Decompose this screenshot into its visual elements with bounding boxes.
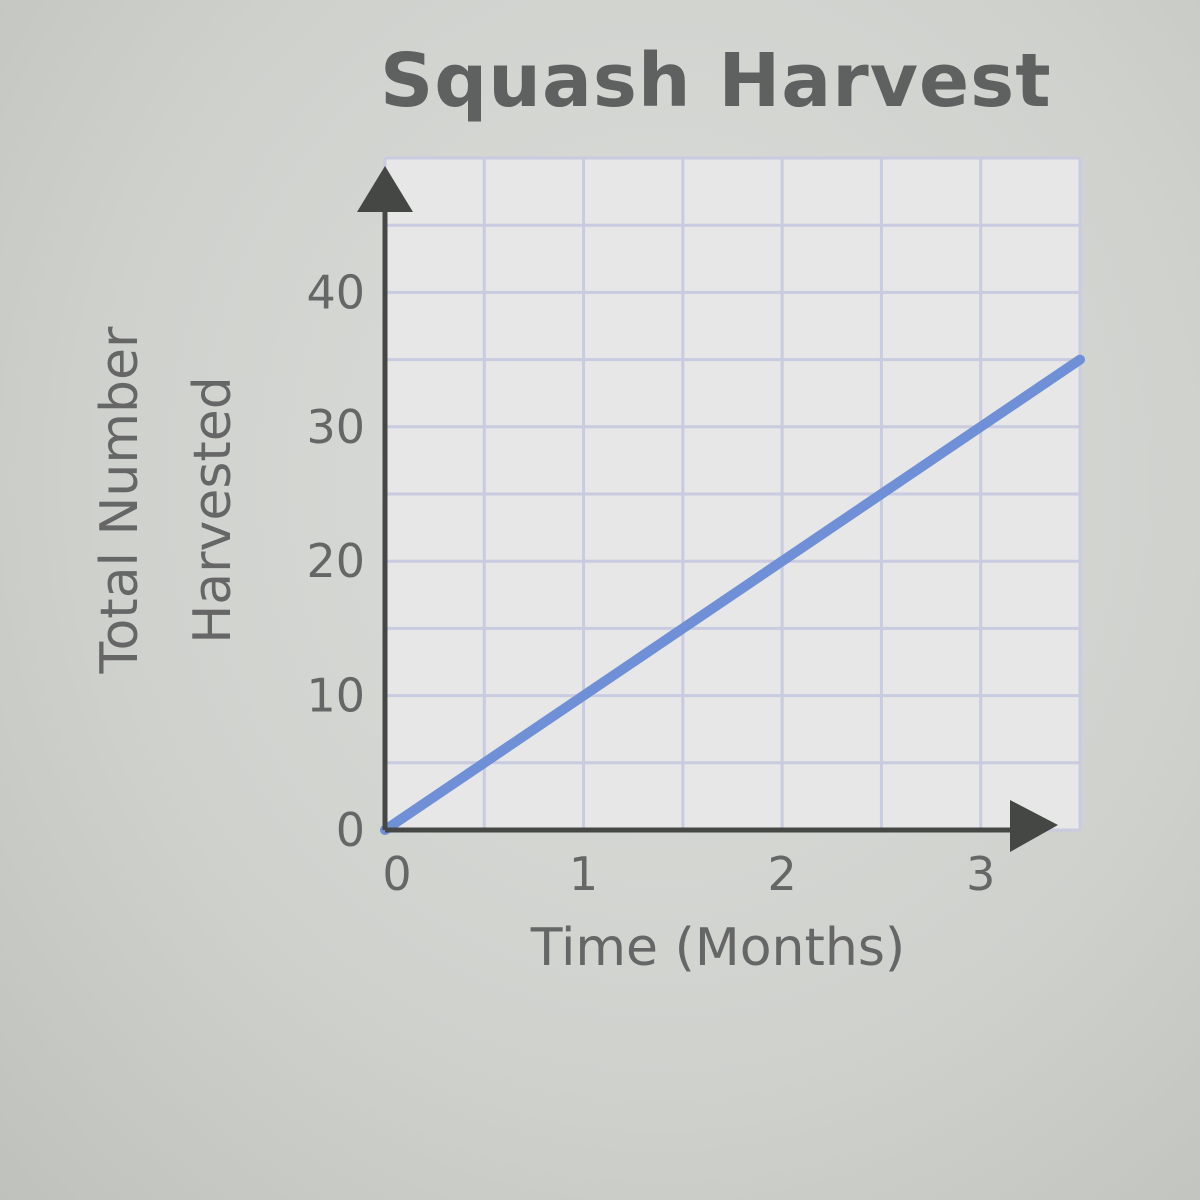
y-tick-label: 30	[306, 400, 365, 454]
y-axis-arrow-icon	[357, 166, 413, 212]
y-tick-label: 40	[306, 265, 365, 319]
y-tick-label: 10	[306, 669, 365, 723]
chart-title: Squash Harvest	[380, 38, 1052, 124]
axes	[357, 166, 1058, 852]
y-axis-label-line-1: Total Number	[90, 326, 150, 674]
series-line	[380, 354, 1085, 835]
x-tick-label: 0	[382, 847, 411, 901]
y-tick-label: 20	[306, 534, 365, 588]
x-tick-label: 2	[768, 847, 797, 901]
x-tick-label: 3	[966, 847, 995, 901]
x-axis-label: Time (Months)	[530, 918, 905, 978]
x-tick-label: 1	[569, 847, 598, 901]
y-tick-label: 0	[336, 803, 365, 857]
grid	[383, 156, 1082, 832]
x-axis-arrow-icon	[1010, 800, 1058, 852]
series-layer	[380, 354, 1085, 835]
y-axis-label-line-2: Harvested	[183, 376, 243, 644]
